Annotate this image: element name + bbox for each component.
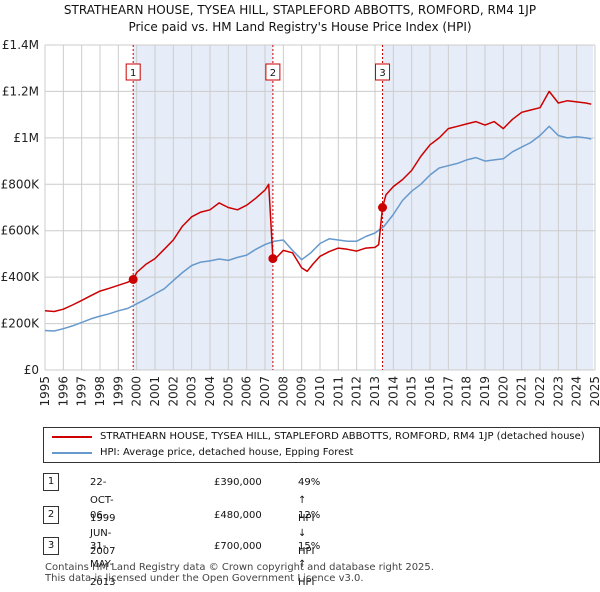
y-tick-label: £800K	[1, 177, 41, 191]
shaded-period	[382, 45, 594, 370]
sale-hpi-diff: 15% ↑ HPI	[298, 541, 321, 588]
sale-badge: 2	[43, 506, 59, 524]
x-tick-label: 1998	[93, 376, 107, 407]
sale-label: 3	[379, 68, 385, 79]
shaded-period	[133, 45, 273, 370]
sale-label-box	[265, 63, 281, 81]
x-tick-label: 2020	[496, 376, 510, 407]
hpi-line	[44, 125, 592, 332]
sale-badge: 1	[43, 473, 59, 491]
sale-point	[128, 274, 138, 284]
footer-copyright: Contains HM Land Registry data © Crown c…	[45, 562, 434, 573]
legend-item-hpi: HPI: Average price, detached house, Eppi…	[44, 445, 599, 461]
x-tick-label: 2024	[570, 376, 584, 407]
sale-label-box	[375, 63, 391, 81]
y-tick-label: £0	[24, 363, 39, 377]
x-tick-label: 2009	[295, 376, 309, 407]
sale-badge: 3	[43, 537, 59, 555]
x-tick-label: 2023	[551, 376, 565, 407]
x-tick-label: 2008	[276, 376, 290, 407]
x-tick-label: 2015	[405, 376, 419, 407]
y-tick-label: £1.4M	[2, 38, 39, 52]
x-tick-label: 2011	[331, 376, 345, 407]
x-tick-label: 2022	[533, 376, 547, 407]
x-tick-label: 2013	[368, 376, 382, 407]
x-tick-label: 2010	[313, 376, 327, 407]
x-tick-label: 2000	[130, 376, 144, 407]
sale-label: 1	[130, 68, 136, 79]
x-tick-label: 2007	[258, 376, 272, 407]
sale-point	[378, 203, 388, 212]
x-tick-label: 2001	[148, 376, 162, 407]
x-tick-label: 2012	[350, 376, 364, 407]
x-tick-label: 2016	[423, 376, 437, 407]
y-tick-label: £1M	[13, 131, 39, 145]
x-tick-label: 2004	[203, 376, 217, 407]
y-tick-label: £1.2M	[2, 84, 39, 98]
sale-date: 31-MAY-2013	[90, 541, 116, 588]
legend-hpi-label: HPI: Average price, detached house, Eppi…	[100, 447, 354, 458]
x-tick-label: 2003	[185, 376, 199, 407]
x-tick-label: 1996	[56, 376, 70, 407]
property-price-line	[44, 90, 592, 313]
x-tick-label: 2014	[386, 376, 400, 407]
sale-date: 06-JUN-2007	[90, 510, 116, 557]
footer-license: This data is licensed under the Open Gov…	[45, 573, 364, 584]
sale-label: 2	[270, 68, 276, 79]
x-tick-label: 2018	[460, 376, 474, 407]
x-tick-label: 2017	[441, 376, 455, 407]
x-tick-label: 2021	[515, 376, 529, 407]
x-tick-label: 2006	[240, 376, 254, 407]
x-tick-label: 2025	[588, 376, 600, 407]
legend-property-swatch	[52, 436, 92, 438]
sale-price: £700,000	[214, 541, 262, 552]
x-tick-label: 1997	[75, 376, 89, 407]
legend: STRATHEARN HOUSE, TYSEA HILL, STAPLEFORD…	[43, 427, 600, 463]
sale-point	[268, 254, 278, 264]
price-chart: £0 £200K £400K £600K £800K £1M £1.2M £1.4M 1995 1…	[1, 38, 600, 407]
legend-hpi-swatch	[52, 452, 92, 454]
y-tick-label: £600K	[1, 224, 41, 238]
y-tick-label: £200K	[1, 317, 41, 331]
y-tick-label: £400K	[1, 270, 41, 284]
sale-label-box	[125, 63, 141, 81]
sale-hpi-diff: 49% ↑ HPI	[298, 477, 321, 524]
x-tick-label: 2019	[478, 376, 492, 407]
sale-date: 22-OCT-1999	[90, 477, 116, 524]
sale-price: £390,000	[214, 477, 262, 488]
legend-property-label: STRATHEARN HOUSE, TYSEA HILL, STAPLEFORD…	[100, 431, 585, 442]
x-tick-label: 2002	[166, 376, 180, 407]
x-tick-label: 1995	[38, 376, 52, 407]
x-tick-label: 2005	[221, 376, 235, 407]
chart-subtitle: Price paid vs. HM Land Registry's House …	[128, 20, 472, 34]
x-tick-label: 1999	[111, 376, 125, 407]
sale-hpi-diff: 12% ↓ HPI	[298, 510, 321, 557]
sale-price: £480,000	[214, 510, 262, 521]
chart-title: STRATHEARN HOUSE, TYSEA HILL, STAPLEFORD…	[63, 3, 537, 17]
legend-item-property: STRATHEARN HOUSE, TYSEA HILL, STAPLEFORD…	[44, 429, 599, 445]
